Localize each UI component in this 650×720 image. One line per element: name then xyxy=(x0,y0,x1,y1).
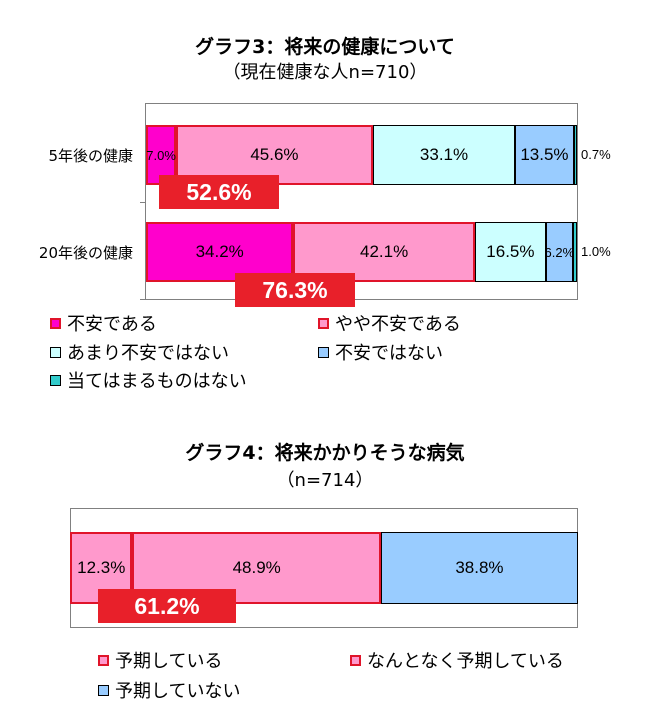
data-label: 38.8% xyxy=(455,558,504,577)
legend-item: 予期していない xyxy=(98,677,240,703)
data-label: 13.5% xyxy=(520,145,569,164)
data-label: 48.9% xyxy=(232,558,281,577)
bar-segment: 38.8% xyxy=(380,532,578,604)
legend-swatch xyxy=(50,346,61,358)
legend-swatch xyxy=(318,317,329,329)
legend-swatch xyxy=(350,654,361,666)
chart-4-title: グラフ4：将来かかりそうな病気 xyxy=(185,442,465,464)
legend-swatch xyxy=(50,317,61,329)
bar-segment xyxy=(572,222,577,282)
chart-3-axis-tick xyxy=(140,299,145,300)
legend-label: あまり不安ではない xyxy=(67,343,229,364)
bar-segment: 6.2% xyxy=(544,222,575,282)
legend-item: 不安ではない xyxy=(318,339,443,365)
legend-item: 当てはまるものはない xyxy=(50,367,247,393)
legend-label: 予期している xyxy=(115,651,223,672)
legend-swatch xyxy=(98,684,109,696)
bar-segment: 42.1% xyxy=(293,222,475,282)
legend-label: なんとなく予期している xyxy=(367,651,564,672)
data-label: 12.3% xyxy=(77,558,126,577)
sum-label: 76.3% xyxy=(235,273,355,307)
legend-label: 不安ではない xyxy=(335,343,443,364)
data-label: 34.2% xyxy=(195,242,244,261)
legend-swatch xyxy=(318,346,329,358)
legend-label: やや不安である xyxy=(335,314,461,335)
legend-label: 不安である xyxy=(67,314,157,335)
chart-3-title: グラフ3：将来の健康について xyxy=(195,36,455,58)
category-label: 20年後の健康 xyxy=(38,244,133,262)
legend-item: あまり不安ではない xyxy=(50,339,229,365)
data-label: 33.1% xyxy=(419,145,469,164)
chart-3-subtitle: （現在健康な人n=710） xyxy=(222,62,428,83)
bar-segment: 16.5% xyxy=(474,222,546,282)
bar-segment: 13.5% xyxy=(515,125,574,185)
legend-swatch xyxy=(50,374,61,386)
data-label: 45.6% xyxy=(250,145,299,164)
legend-item: やや不安である xyxy=(318,310,461,336)
bar-segment: 34.2% xyxy=(146,222,294,282)
legend-item: 不安である xyxy=(50,310,157,336)
data-label: 42.1% xyxy=(360,242,409,261)
stacked-bar: 34.2% 42.1% 16.5% 6.2% xyxy=(146,222,577,282)
data-label: 0.7% xyxy=(581,147,611,162)
data-label: 7.0% xyxy=(146,147,176,163)
category-label: 5年後の健康 xyxy=(48,147,133,165)
chart-4-subtitle: （n=714） xyxy=(276,470,374,491)
data-label: 1.0% xyxy=(581,244,611,259)
sum-label: 61.2% xyxy=(98,589,236,623)
bar-segment: 33.1% xyxy=(372,125,516,185)
legend-label: 当てはまるものはない xyxy=(67,371,247,392)
data-label: 16.5% xyxy=(486,242,535,261)
legend-label: 予期していない xyxy=(115,681,241,702)
legend-item: 予期している xyxy=(98,647,222,673)
legend-swatch xyxy=(98,654,109,666)
data-label: 6.2% xyxy=(544,244,575,260)
chart-3-axis-tick xyxy=(140,202,145,203)
legend-item: なんとなく予期している xyxy=(350,647,564,673)
bar-segment xyxy=(573,125,577,185)
sum-label: 52.6% xyxy=(159,175,279,209)
